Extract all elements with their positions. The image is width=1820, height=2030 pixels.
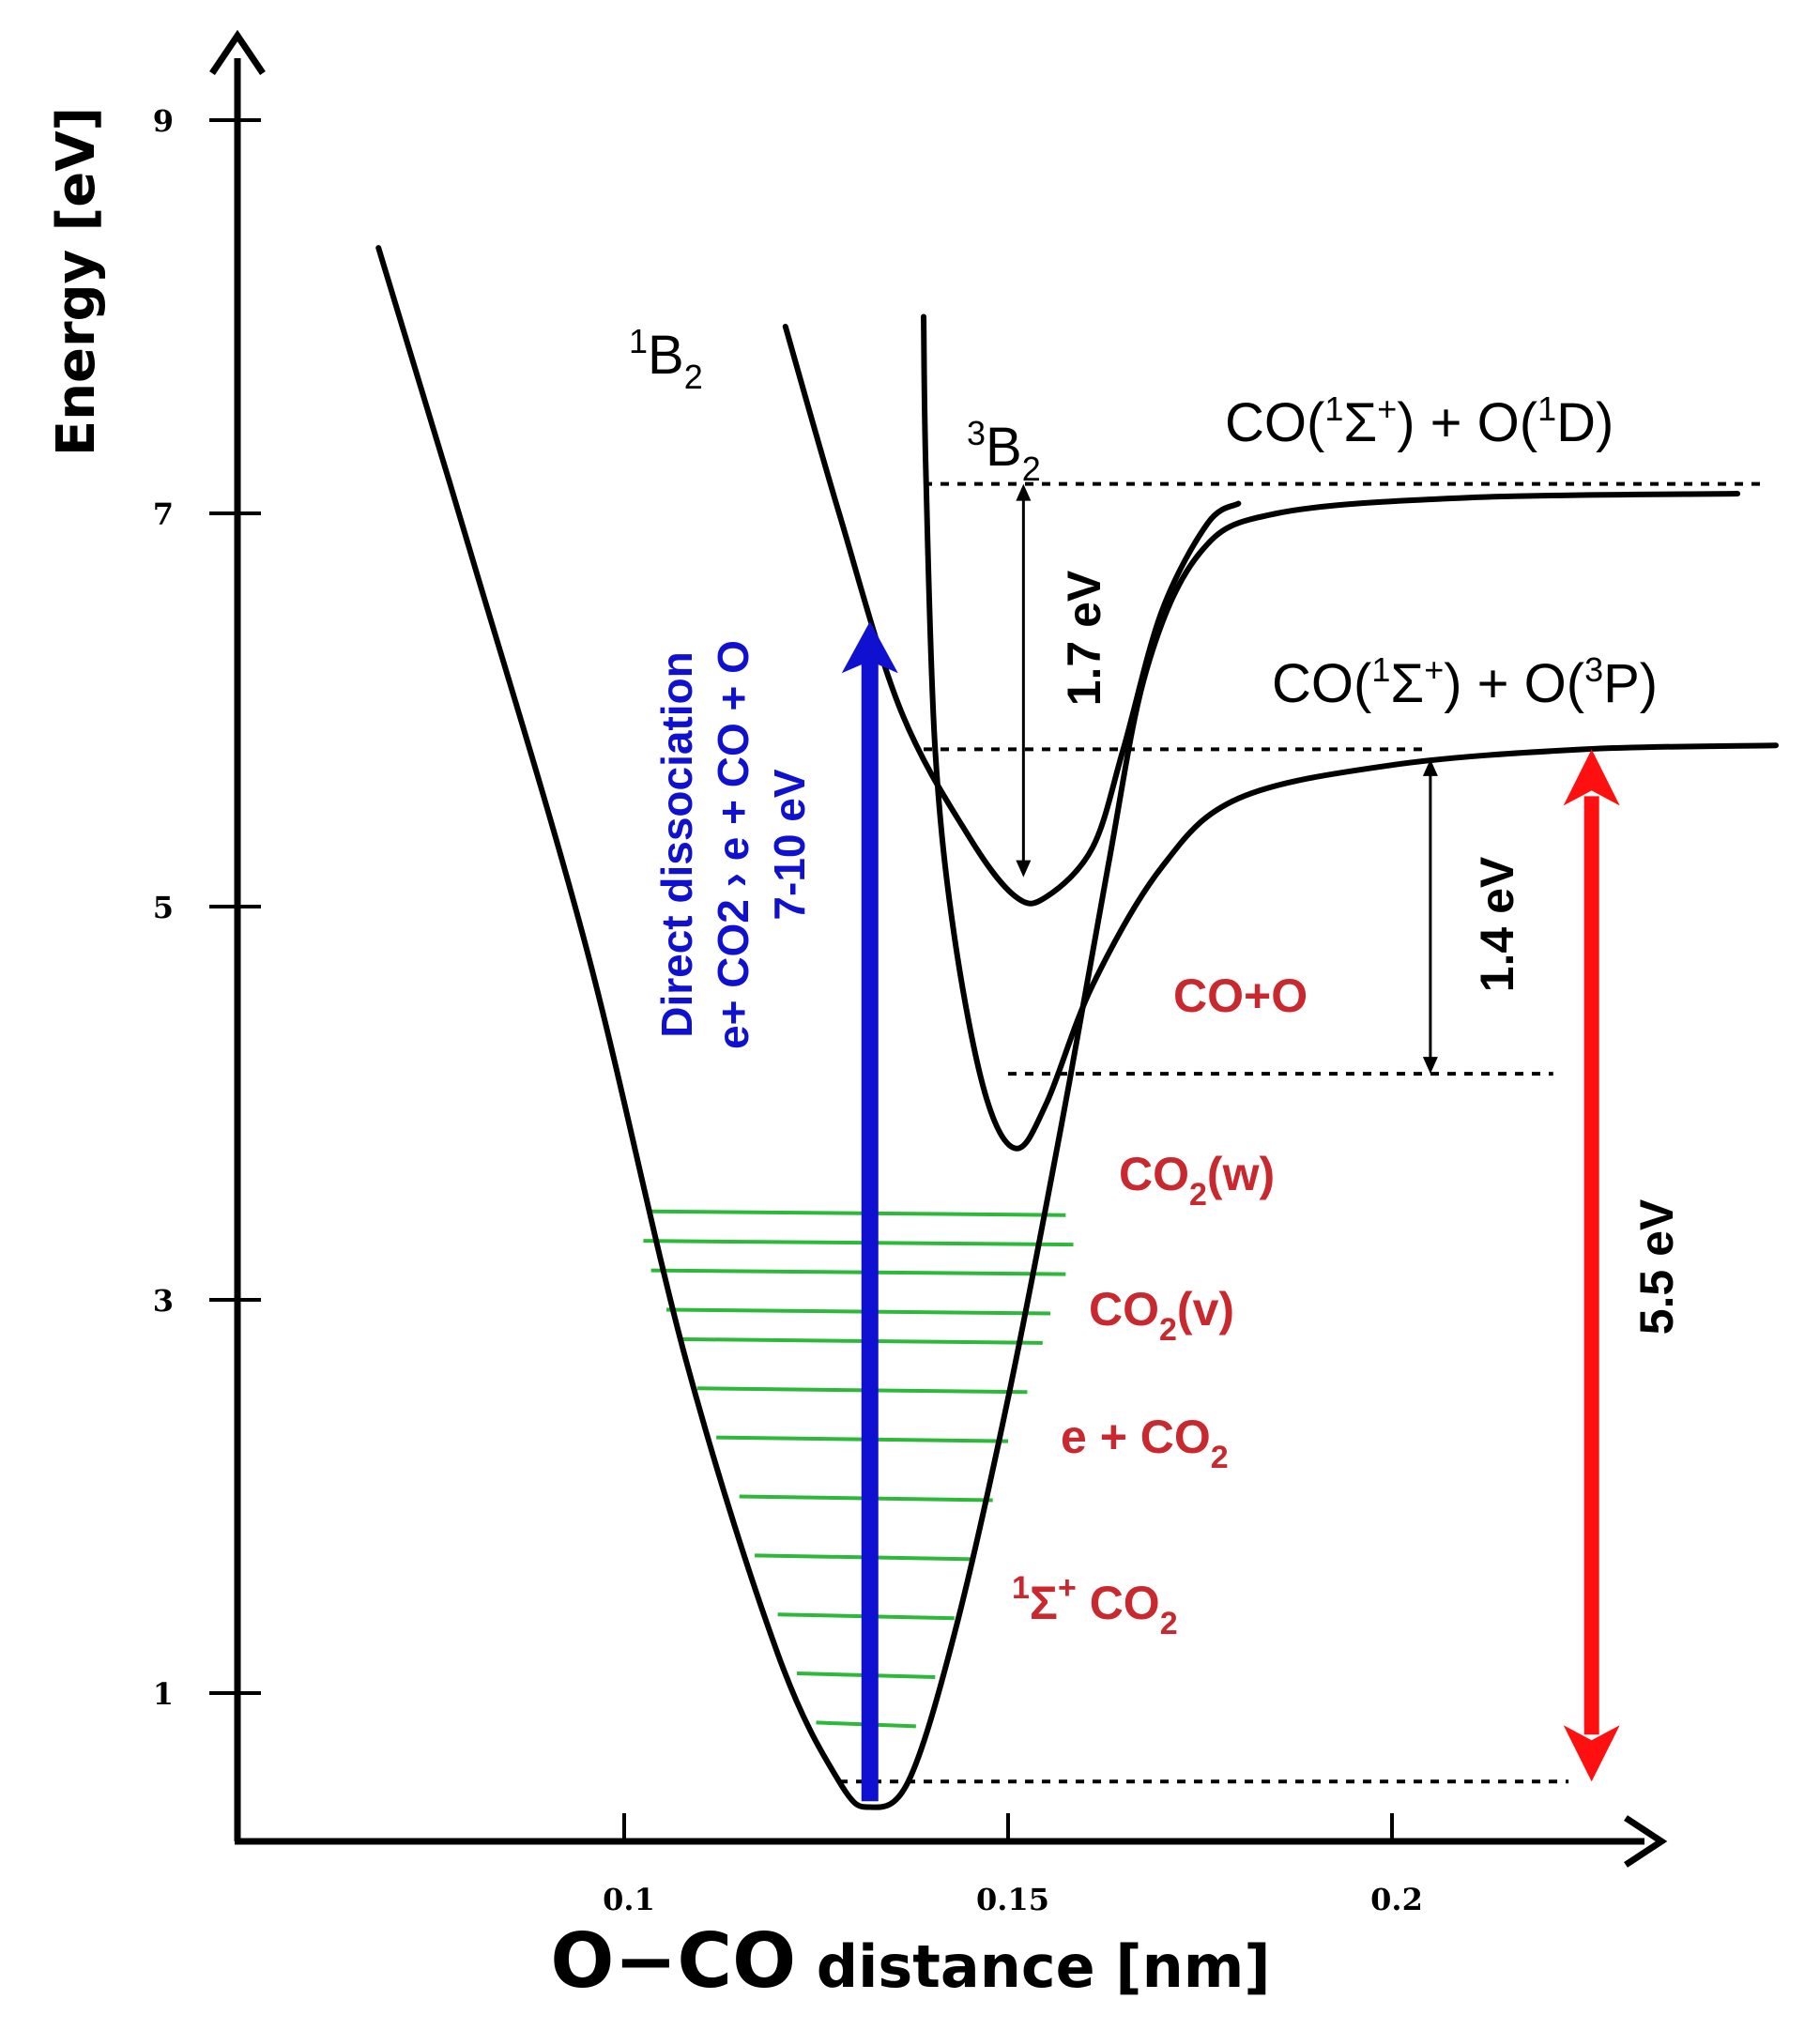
y-tick-label: 3 [153, 1283, 174, 1319]
direct-arrow-head [841, 621, 898, 674]
label-e-plus-co2: e + CO2 [1061, 1411, 1229, 1475]
label-co2-w: CO2(w) [1119, 1148, 1275, 1213]
energy-arrows [841, 483, 1620, 1802]
y-tick-label: 7 [153, 496, 174, 532]
label-1-7-ev: 1.7 eV [1058, 570, 1110, 706]
label-ground-state: 1Σ+ CO2 [1012, 1570, 1178, 1641]
curve-0 [375, 245, 1741, 1810]
x-axis-title-bold: O−CO [550, 1917, 796, 2005]
vibrational-level [665, 1307, 1051, 1316]
potential-curves [375, 245, 1779, 1810]
vibrational-level [643, 1239, 1074, 1247]
y-tick-label: 1 [153, 1676, 174, 1712]
label-co2-v: CO2(v) [1089, 1283, 1234, 1348]
gap-arrow-head-bottom [1422, 1057, 1438, 1075]
total-arrow-head-bottom [1563, 1725, 1620, 1782]
x-ticks: 0.1 0.15 0.2 [603, 1813, 1423, 1917]
direct-dissociation-label: Direct dissociation e+ CO2 › e + CO + O … [652, 640, 814, 1049]
y-tick-label: 9 [153, 103, 174, 139]
y-axis-arrowhead [209, 29, 266, 75]
y-ticks: 9 7 5 3 1 [153, 103, 261, 1712]
vibrational-level [678, 1336, 1043, 1345]
vibrational-levels [643, 1209, 1074, 1729]
y-axis-title: Energy [eV] [46, 107, 107, 456]
x-axis-title-rest: distance [nm] [796, 1932, 1271, 2001]
label-asymptote-o3p: CO(1Σ+) + O(3P) [1272, 650, 1658, 714]
direct-dissociation-line2: e+ CO2 › e + CO + O [709, 640, 757, 1049]
label-asymptote-o1d: CO(1Σ+) + O(1D) [1225, 389, 1614, 453]
gap-arrow-head-top [1422, 758, 1438, 776]
direct-dissociation-line1: Direct dissociation [652, 651, 701, 1038]
axes [209, 29, 1668, 1868]
label-5-5-ev: 5.5 eV [1630, 1198, 1683, 1335]
curve-2 [782, 323, 1242, 907]
x-axis-arrowhead [1624, 1815, 1668, 1868]
label-co-plus-o: CO+O [1173, 969, 1308, 1022]
label-1-4-ev: 1.4 eV [1471, 856, 1523, 992]
vibrational-level [650, 1209, 1066, 1217]
curve-1 [921, 313, 1779, 1152]
gap-arrow-head-top [1016, 483, 1032, 501]
x-tick-label: 0.15 [976, 1882, 1049, 1917]
total-arrow-head-top [1563, 749, 1620, 806]
reference-lines [839, 481, 1761, 1784]
y-tick-label: 5 [153, 890, 174, 925]
x-tick-label: 0.1 [603, 1882, 655, 1917]
x-axis-title: O−CO distance [nm] [550, 1917, 1270, 2005]
direct-dissociation-line3: 7-10 eV [765, 769, 814, 920]
label-3b2: 3B2 [967, 414, 1041, 488]
vibrational-level [650, 1268, 1066, 1276]
x-tick-label: 0.2 [1370, 1882, 1423, 1917]
gap-arrow-head-bottom [1016, 860, 1032, 878]
label-1b2: 1B2 [629, 322, 703, 396]
